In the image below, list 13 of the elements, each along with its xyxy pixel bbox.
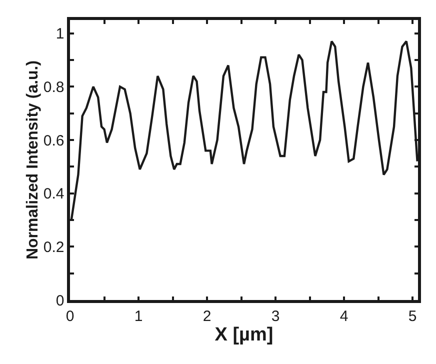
x-tick-label: 1 xyxy=(134,308,143,325)
y-axis-title: Normalized Intensity (a.u.) xyxy=(24,60,42,260)
x-axis-title: X [µm] xyxy=(214,324,274,346)
y-tick-label: 0 xyxy=(56,292,64,310)
y-tick-label: 0.8 xyxy=(43,78,64,96)
y-tick-label: 0.6 xyxy=(43,132,64,150)
y-tick-label: 0.2 xyxy=(43,238,64,256)
x-tick-label: 3 xyxy=(271,308,280,325)
x-tick-label: 5 xyxy=(408,308,417,325)
y-tick-label: 0.4 xyxy=(43,186,64,203)
x-tick-label: 4 xyxy=(340,308,348,325)
x-tick-label: 2 xyxy=(202,308,212,325)
y-tick-label: 1 xyxy=(56,26,64,43)
